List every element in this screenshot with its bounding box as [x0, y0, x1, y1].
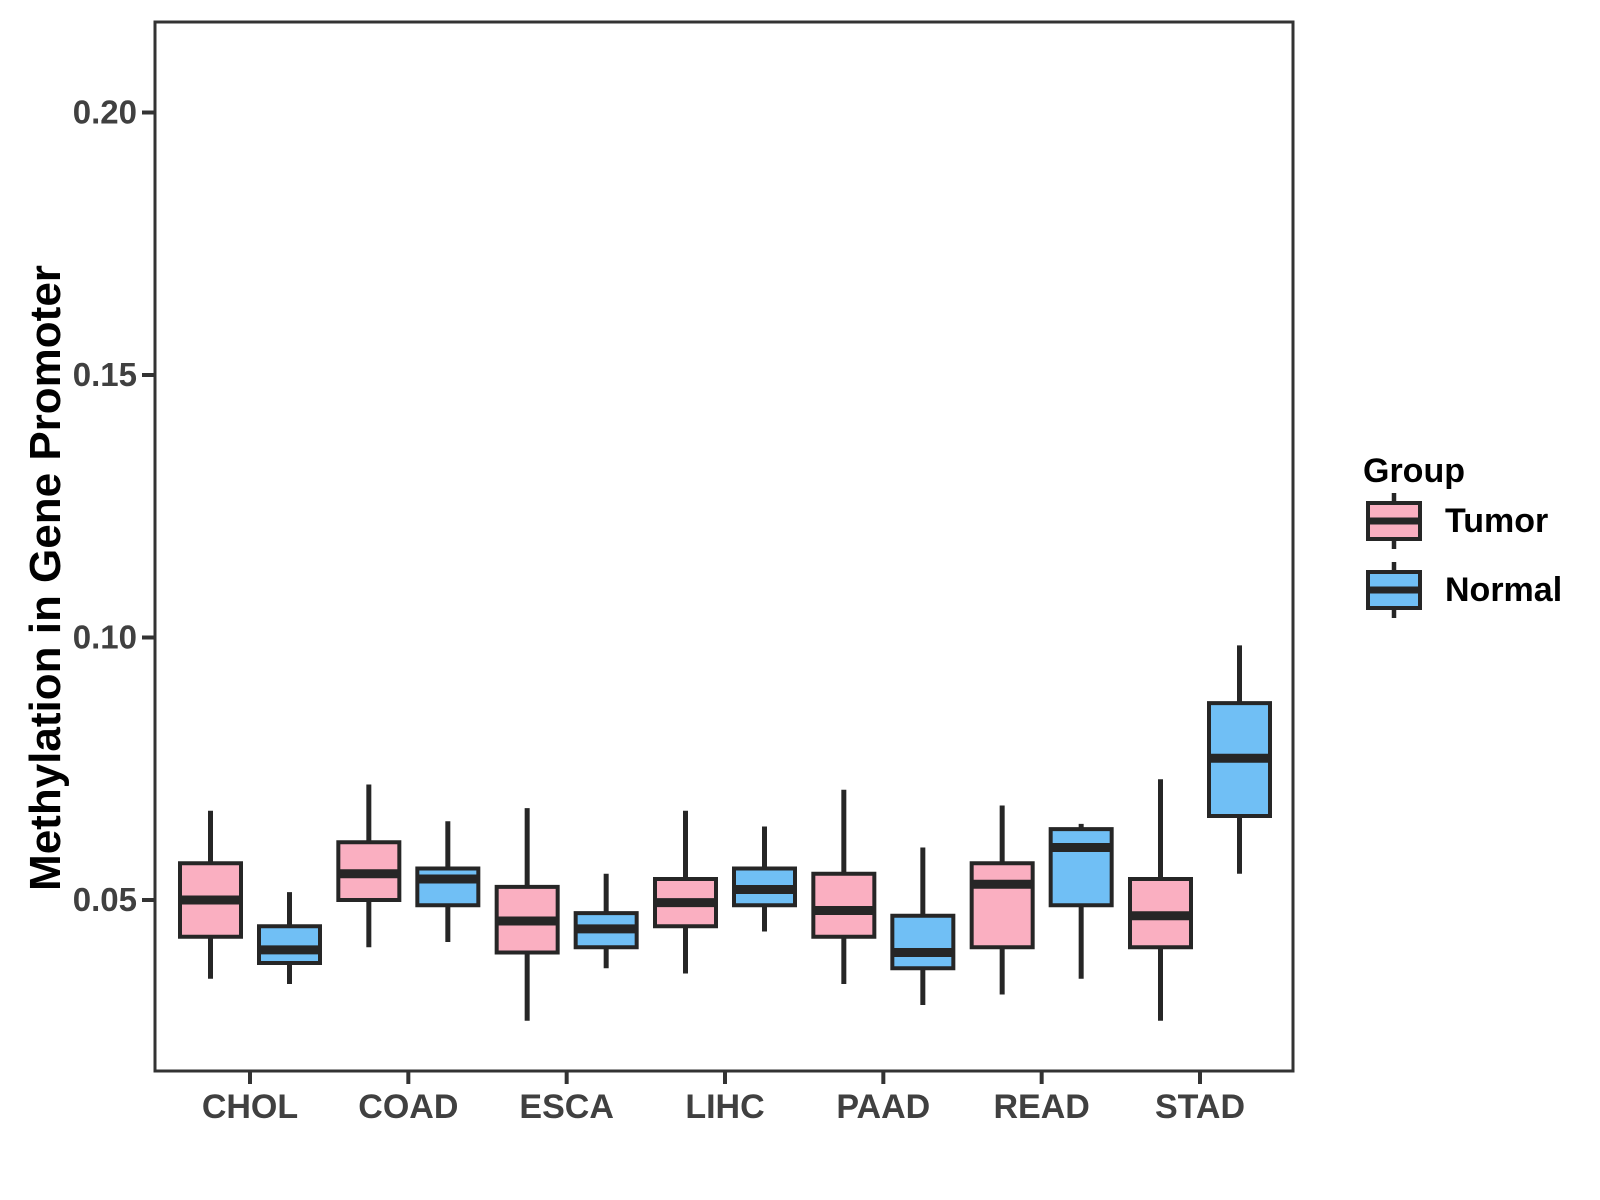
boxplot-key-icon	[1366, 493, 1422, 549]
x-tick-label-paad: PAAD	[836, 1088, 930, 1126]
box-normal-paad	[890, 913, 956, 971]
box-normal-read	[1048, 827, 1114, 908]
x-tick-label-read: READ	[993, 1088, 1089, 1126]
legend-item-normal: Normal	[1364, 559, 1562, 621]
legend-label-normal: Normal	[1445, 571, 1563, 609]
x-tick-label-lihc: LIHC	[685, 1088, 764, 1126]
y-axis-title: Methylation in Gene Promoter	[21, 265, 70, 891]
box-normal-coad	[415, 866, 481, 908]
plot-panel	[153, 20, 1295, 1073]
legend: Group Tumor Normal	[1330, 452, 1562, 621]
x-tick-label-stad: STAD	[1155, 1088, 1245, 1126]
box-normal-chol	[257, 924, 322, 965]
box-tumor-read	[969, 861, 1035, 950]
y-tick-label: 0.15	[73, 356, 137, 393]
legend-label-tumor: Tumor	[1445, 502, 1549, 540]
y-tick-label: 0.10	[73, 619, 137, 656]
y-tick-label: 0.05	[73, 881, 137, 918]
legend-item-tumor: Tumor	[1364, 490, 1562, 552]
box-tumor-paad	[811, 871, 877, 939]
legend-title: Group	[1363, 452, 1465, 490]
y-tick-label: 0.20	[73, 94, 137, 131]
x-tick-label-coad: COAD	[358, 1088, 458, 1126]
x-tick-label-esca: ESCA	[519, 1088, 613, 1126]
x-tick-label-chol: CHOL	[202, 1088, 298, 1126]
boxplot-key-icon	[1366, 562, 1422, 618]
